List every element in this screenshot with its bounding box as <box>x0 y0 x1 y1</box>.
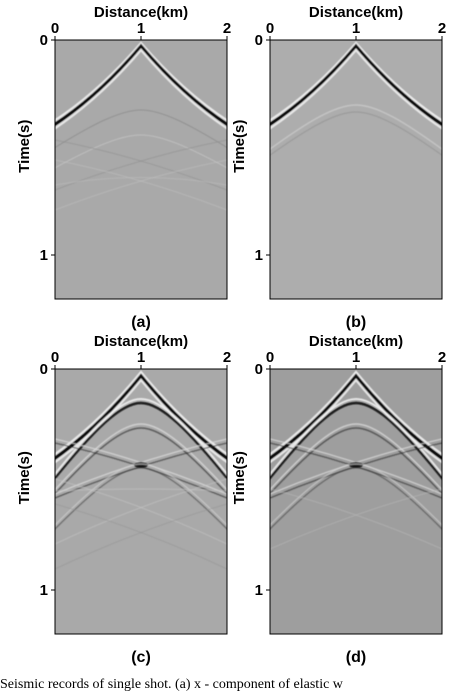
panel-label: (a) <box>131 314 151 331</box>
scattered-event <box>55 503 227 570</box>
panel-b-background <box>270 40 442 299</box>
panel-a-background <box>55 40 227 299</box>
x-tick-label: 2 <box>223 20 231 37</box>
scattered-event <box>55 139 227 191</box>
reflection-event <box>55 401 227 480</box>
direct-wave <box>270 43 442 127</box>
x-tick-label: 1 <box>352 349 360 366</box>
y-tick-label: 0 <box>255 32 263 49</box>
panel-a: Distance(km) 0 1 2 0 1 Time(s) (a) <box>16 4 231 331</box>
reflection-event <box>55 467 227 530</box>
y-tick-label: 1 <box>255 247 263 264</box>
scattered-event <box>55 159 227 211</box>
panel-c-events <box>55 370 227 570</box>
panel-c: Distance(km) 0 1 2 0 1 Time(s) (c) <box>16 333 231 666</box>
panel-label: (c) <box>131 649 151 666</box>
reflection-event <box>55 427 227 495</box>
reflection-event <box>270 427 442 495</box>
y-tick-label: 1 <box>40 247 48 264</box>
reflection-event <box>270 111 442 156</box>
direct-wave-precursor <box>270 41 442 122</box>
reflection-event <box>270 463 442 526</box>
direct-wave-coda <box>270 378 442 464</box>
x-tick-label: 2 <box>438 349 446 366</box>
x-tick-label: 2 <box>223 349 231 366</box>
x-tick-label: 0 <box>266 349 274 366</box>
panel-c-background <box>55 369 227 634</box>
reflection-event <box>55 488 227 492</box>
panel-d-events <box>270 370 442 550</box>
diffraction-point <box>134 462 148 468</box>
y-tick-label: 0 <box>40 32 48 49</box>
reflection-event <box>55 109 227 149</box>
reflection-event <box>270 423 442 491</box>
x-axis-title: Distance(km) <box>94 333 188 350</box>
reflection-event <box>270 401 442 480</box>
panel-d: Distance(km) 0 1 2 0 1 Time(s) (d) <box>231 333 446 666</box>
x-axis-title: Distance(km) <box>309 4 403 21</box>
reflection-event <box>55 463 227 526</box>
x-tick-label: 0 <box>51 20 59 37</box>
x-tick-label: 1 <box>137 349 145 366</box>
scattered-event <box>270 488 442 550</box>
y-tick-label: 0 <box>255 361 263 378</box>
panel-d-background <box>270 369 442 634</box>
direct-wave <box>55 373 227 461</box>
panel-b: Distance(km) 0 1 2 0 1 Time(s) (b) <box>231 4 446 331</box>
panel-b-events <box>270 41 442 156</box>
reflection-event <box>55 397 227 476</box>
x-tick-label: 1 <box>352 20 360 37</box>
panel-a-events <box>55 41 227 211</box>
x-tick-label: 0 <box>51 349 59 366</box>
y-axis-title: Time(s) <box>231 451 248 504</box>
reflection-event <box>270 467 442 530</box>
y-axis-title: Time(s) <box>16 120 33 173</box>
direct-wave-coda <box>55 48 227 130</box>
panel-label: (b) <box>346 314 366 331</box>
scattered-event <box>55 478 227 545</box>
direct-wave-precursor <box>270 370 442 456</box>
x-tick-label: 0 <box>266 20 274 37</box>
panel-label: (d) <box>346 649 366 666</box>
figure-caption: Seismic records of single shot. (a) x - … <box>0 677 343 692</box>
reflection-event <box>270 104 442 150</box>
direct-wave <box>55 43 227 127</box>
reflection-event <box>55 134 227 169</box>
reflection-event <box>55 423 227 491</box>
y-tick-label: 0 <box>40 361 48 378</box>
direct-wave-precursor <box>55 41 227 122</box>
x-tick-label: 1 <box>137 20 145 37</box>
y-axis-title: Time(s) <box>231 120 248 173</box>
y-tick-label: 1 <box>40 582 48 599</box>
direct-wave-coda <box>270 48 442 130</box>
x-tick-label: 2 <box>438 20 446 37</box>
diffraction-point <box>349 462 363 468</box>
x-axis-title: Distance(km) <box>309 333 403 350</box>
x-axis-title: Distance(km) <box>94 4 188 21</box>
direct-wave-coda <box>55 378 227 464</box>
y-tick-label: 1 <box>255 582 263 599</box>
reflection-event <box>55 177 227 186</box>
direct-wave-precursor <box>55 370 227 456</box>
y-axis-title: Time(s) <box>16 451 33 504</box>
reflection-event <box>270 397 442 476</box>
direct-wave <box>270 373 442 461</box>
